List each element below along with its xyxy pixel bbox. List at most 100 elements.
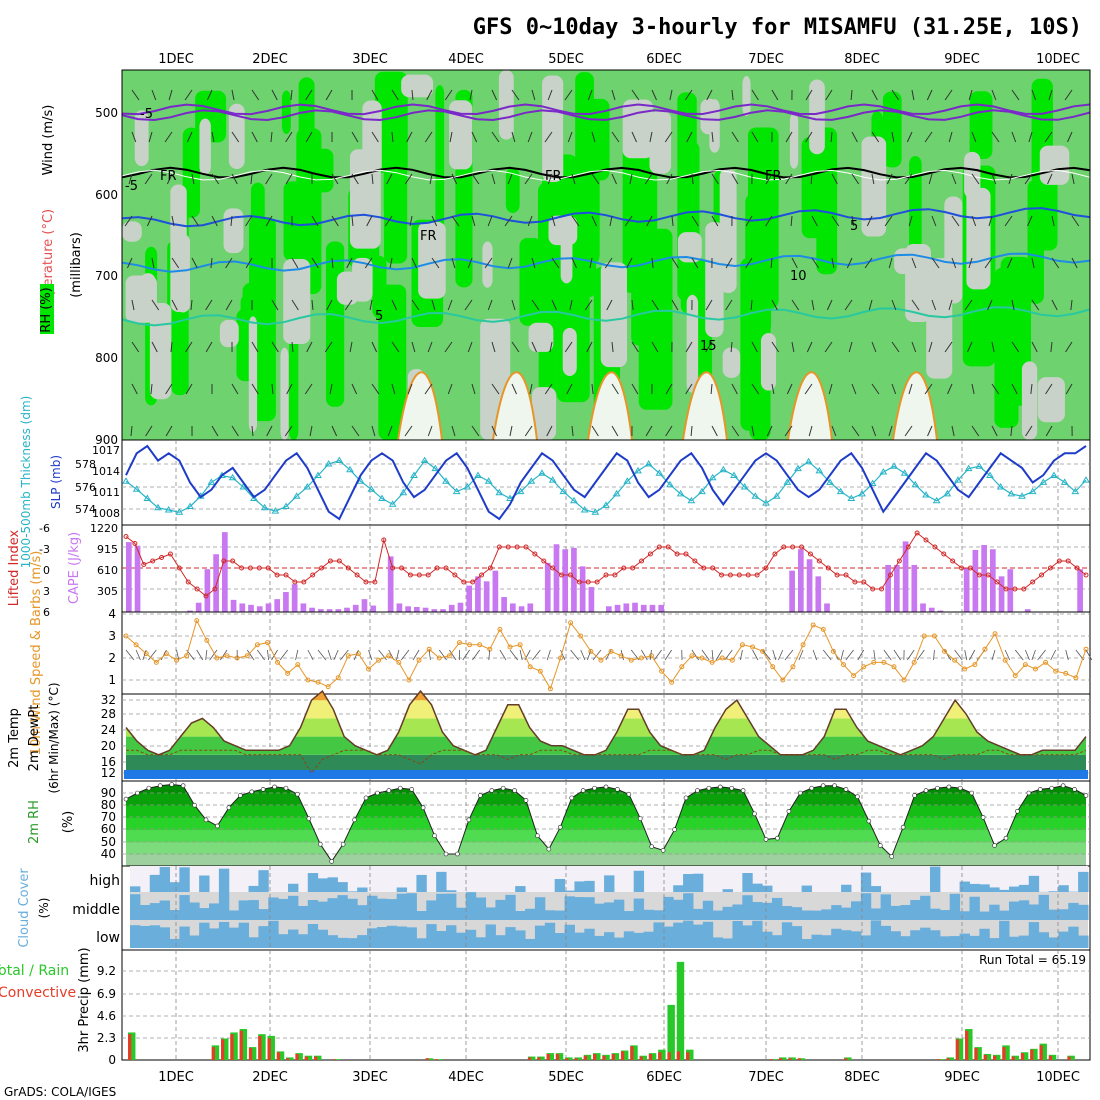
cape-bar	[588, 587, 595, 612]
wind-barb	[150, 383, 153, 395]
temp-band	[126, 700, 1086, 719]
isotherm-label: 10	[790, 269, 807, 284]
wind-barb	[245, 215, 253, 227]
precip-convective-bar	[630, 1046, 634, 1060]
pressure-tick-label: 700	[95, 269, 118, 283]
cloud-bar	[436, 893, 447, 920]
wind-barb	[210, 257, 213, 269]
cloud-bar	[446, 890, 457, 892]
wind-barb	[371, 131, 379, 143]
rh-dry-streak	[560, 229, 573, 284]
isotherm-label: FR	[420, 229, 437, 244]
wind-point	[770, 664, 776, 670]
precip-total-bar	[527, 1056, 536, 1060]
rh-point	[397, 785, 403, 791]
cloud-bar	[969, 935, 980, 948]
wind-barb	[850, 89, 853, 101]
wind-barb	[351, 383, 358, 395]
cape-bar	[309, 607, 315, 612]
precip-convective-bar	[955, 1039, 960, 1060]
wind-barb	[351, 131, 359, 143]
cloud-bar	[317, 878, 329, 892]
cape-bar	[230, 599, 237, 612]
cloud-bar	[801, 910, 812, 920]
wind-barb	[411, 257, 418, 269]
wind-barb	[211, 131, 215, 143]
wind-barb	[690, 425, 693, 437]
li-point	[479, 572, 485, 578]
cloud-bar	[949, 893, 961, 920]
wind-barb	[366, 215, 373, 227]
cape-bar	[318, 609, 324, 612]
slp-tick-label: 1017	[92, 444, 120, 457]
wind-barb-10m	[883, 649, 892, 661]
thickness-point	[740, 483, 749, 490]
wind-barb-10m	[220, 649, 228, 661]
temp-tick-label: 12	[101, 766, 116, 780]
wind-barb	[471, 173, 480, 185]
wind-barb-10m	[428, 649, 431, 661]
wind-barb	[426, 89, 433, 101]
rh-dry-streak	[809, 79, 825, 155]
rh-dry-streak	[1039, 145, 1070, 185]
rh-dry-streak	[248, 316, 258, 432]
rh-dry-streak	[966, 187, 991, 290]
thickness-point	[890, 462, 898, 469]
cape-bar	[204, 569, 211, 612]
wind-barb	[326, 299, 333, 311]
precip-convective-bar	[527, 1057, 532, 1060]
cloud-bar	[495, 899, 506, 920]
wind-barb	[467, 257, 473, 269]
cloud-bar	[396, 926, 408, 948]
cloud-bar	[189, 935, 200, 948]
cloud-bar	[1038, 894, 1049, 920]
rh-point	[386, 788, 392, 793]
cape-bar	[291, 584, 298, 612]
cloud-bar	[327, 898, 338, 920]
cloud-bar	[307, 873, 319, 892]
rh-point	[1060, 783, 1066, 788]
wind-barb	[231, 131, 240, 143]
wind-barb	[1065, 341, 1073, 353]
cloud-bar	[742, 873, 753, 892]
wind-barb	[271, 299, 279, 311]
cloud-bar	[673, 899, 684, 920]
wind-barb	[1011, 131, 1017, 143]
wind-barb-10m	[739, 649, 743, 661]
wind-barb	[404, 173, 413, 185]
dewpoint-line	[126, 749, 1087, 774]
cloud-bar	[910, 930, 921, 948]
precip-total-bar	[788, 1057, 796, 1060]
wind-barb	[349, 341, 353, 353]
wind-point	[396, 659, 402, 665]
wind-barb	[131, 299, 135, 311]
precip-total-bar	[239, 1029, 248, 1060]
cape-bar	[352, 604, 359, 612]
li-point	[950, 558, 956, 564]
cloud-bar	[130, 925, 141, 948]
wind-barb	[1010, 425, 1013, 437]
rh-dry-streak	[709, 99, 720, 153]
wind-barb	[284, 425, 293, 437]
wind-barb	[604, 257, 613, 269]
wind-barb	[851, 131, 858, 143]
precip-convective-bar	[593, 1053, 597, 1060]
wind-point	[1002, 657, 1008, 663]
wind-barb	[171, 257, 180, 269]
li-point	[176, 565, 182, 571]
cape-bar	[274, 599, 281, 612]
li-point	[932, 544, 938, 550]
cloud-bar	[613, 899, 625, 920]
wind-point	[952, 657, 958, 663]
cape-bar	[195, 602, 202, 612]
precip-total-bar	[602, 1054, 610, 1060]
cloud-bar	[297, 934, 309, 948]
cloud-bar	[791, 907, 803, 920]
thickness-point	[303, 483, 312, 490]
cloud-bar	[218, 868, 230, 892]
precip-total-bar	[425, 1058, 434, 1060]
wind-barb	[848, 341, 853, 353]
cloud-bar	[288, 895, 299, 920]
wind-barb	[830, 131, 833, 143]
isotherm	[121, 207, 1091, 228]
